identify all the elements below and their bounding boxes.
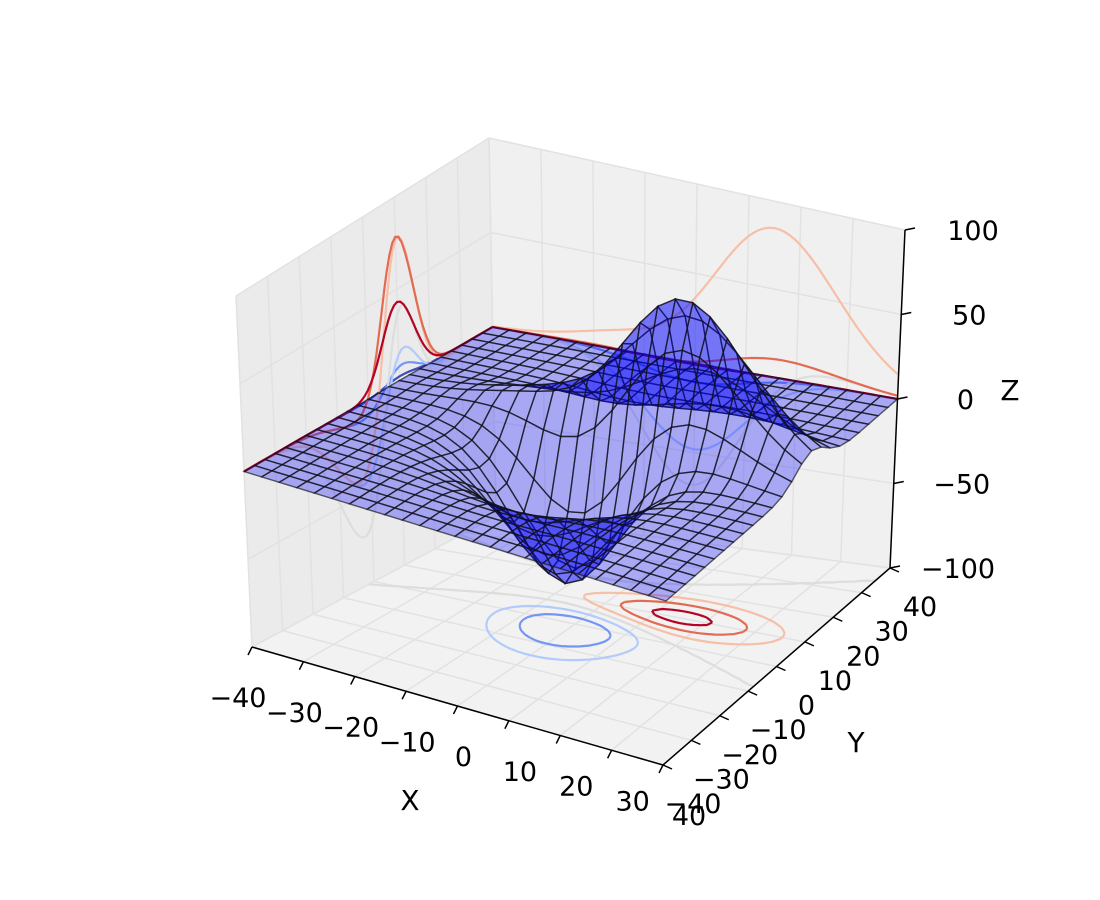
back-wall-profile bbox=[492, 325, 898, 487]
floor-contours bbox=[368, 533, 877, 688]
x-tick-label: −40 bbox=[210, 683, 267, 714]
tick-mark bbox=[776, 665, 786, 672]
y-axis-title: Y bbox=[846, 726, 865, 759]
x-tick-label: 10 bbox=[503, 757, 537, 788]
grid-line bbox=[494, 420, 894, 485]
grid-line bbox=[404, 564, 806, 643]
left-wall-profile bbox=[243, 234, 494, 485]
tick-mark bbox=[832, 616, 843, 622]
tick-mark bbox=[893, 480, 904, 485]
axis-ticks: −40 −30 −20 −10 0 10 20 30 40−40−30−20−100102030… bbox=[210, 216, 999, 832]
tick-mark bbox=[350, 676, 356, 685]
y-tick-label: −30 bbox=[693, 764, 750, 795]
y-tick-label: 20 bbox=[846, 641, 880, 672]
tick-mark bbox=[691, 739, 701, 746]
tick-mark bbox=[889, 565, 901, 569]
x-tick-label: −20 bbox=[322, 713, 379, 744]
tick-mark bbox=[904, 227, 916, 231]
tick-mark bbox=[452, 705, 459, 715]
tick-mark bbox=[247, 646, 253, 656]
z-tick-label: −100 bbox=[921, 554, 995, 585]
x-tick-label: −10 bbox=[379, 727, 436, 758]
z-tick-label: 50 bbox=[952, 301, 986, 332]
tick-mark bbox=[555, 735, 561, 744]
grid-line bbox=[251, 515, 497, 648]
tick-mark bbox=[901, 311, 912, 316]
x-tick-label: 0 bbox=[455, 742, 472, 773]
floor-contour-line bbox=[518, 613, 612, 648]
tick-mark bbox=[889, 567, 900, 573]
tick-mark bbox=[804, 641, 815, 647]
x-tick-label: 40 bbox=[672, 801, 706, 832]
left-wall-profile bbox=[243, 303, 494, 539]
floor-pane bbox=[252, 516, 890, 765]
x-tick-label: 20 bbox=[559, 772, 593, 803]
y-tick-label: −10 bbox=[750, 715, 807, 746]
grid-line bbox=[282, 629, 692, 742]
grid-line bbox=[373, 580, 777, 668]
back-wall-profile bbox=[492, 226, 900, 376]
tick-mark bbox=[658, 764, 664, 774]
y-tick-label: 0 bbox=[798, 691, 815, 722]
z-tick-label: 100 bbox=[947, 216, 999, 247]
y-tick-label: −20 bbox=[721, 740, 778, 771]
grid-line bbox=[488, 137, 906, 231]
tick-mark bbox=[861, 591, 871, 598]
floor-contour-line bbox=[582, 591, 786, 646]
tick-mark bbox=[747, 690, 758, 696]
y-tick-label: 10 bbox=[818, 666, 852, 697]
y-tick-label: −40 bbox=[665, 789, 722, 820]
floor-contour-line bbox=[368, 533, 877, 688]
z-tick-label: 0 bbox=[957, 385, 974, 416]
grid-line bbox=[239, 231, 492, 385]
grid-line bbox=[312, 613, 720, 717]
surface-patch bbox=[646, 586, 678, 602]
z-tick-label: −50 bbox=[933, 470, 990, 501]
floor-contour-line bbox=[651, 607, 714, 627]
grid-line bbox=[235, 137, 490, 297]
tick-mark bbox=[719, 715, 730, 721]
z-axis-title: Z bbox=[1000, 374, 1019, 407]
surface-mesh bbox=[242, 297, 900, 602]
y-tick-label: 40 bbox=[903, 592, 937, 623]
tick-mark bbox=[298, 661, 305, 671]
x-tick-label: 30 bbox=[615, 786, 649, 817]
tick-mark bbox=[401, 690, 407, 700]
tick-mark bbox=[662, 764, 673, 770]
grid-line bbox=[490, 231, 902, 316]
tick-mark bbox=[606, 749, 613, 759]
tick-mark bbox=[504, 720, 510, 730]
y-tick-label: 30 bbox=[874, 617, 908, 648]
x-axis-title: X bbox=[400, 784, 419, 817]
floor-contour-line bbox=[485, 604, 639, 662]
x-tick-label: −30 bbox=[266, 698, 323, 729]
floor-contour-line bbox=[619, 599, 749, 636]
tick-mark bbox=[897, 396, 908, 400]
